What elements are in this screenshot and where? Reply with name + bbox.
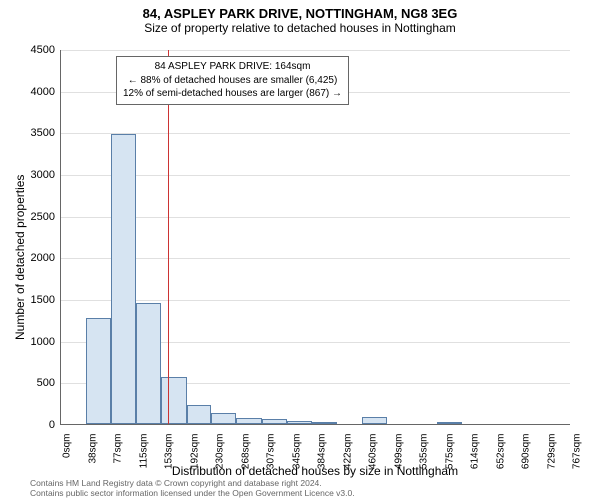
histogram-bar: [312, 422, 337, 424]
y-tick-label: 0: [49, 419, 61, 431]
histogram-bar: [236, 418, 262, 424]
gridline: [61, 175, 570, 176]
annotation-line: 84 ASPLEY PARK DRIVE: 164sqm: [123, 60, 342, 74]
gridline: [61, 133, 570, 134]
y-tick-label: 1500: [31, 294, 61, 306]
x-tick-label: 0sqm: [58, 434, 73, 458]
page-subtitle: Size of property relative to detached ho…: [0, 21, 600, 35]
histogram-bar: [437, 422, 463, 424]
y-tick-label: 500: [37, 377, 61, 389]
x-tick-label: 38sqm: [83, 434, 98, 464]
histogram-bar: [211, 413, 236, 424]
y-tick-label: 3000: [31, 169, 61, 181]
histogram-bar: [136, 303, 161, 424]
histogram-bar: [187, 405, 212, 424]
histogram-bar: [362, 417, 388, 425]
y-axis-label: Number of detached properties: [13, 175, 27, 340]
gridline: [61, 300, 570, 301]
histogram-bar: [86, 318, 112, 424]
histogram-bar: [287, 421, 313, 424]
reference-line: [168, 50, 169, 424]
footer-line-1: Contains HM Land Registry data © Crown c…: [30, 478, 355, 488]
histogram-chart: 0500100015002000250030003500400045000sqm…: [60, 50, 570, 425]
gridline: [61, 217, 570, 218]
annotation-box: 84 ASPLEY PARK DRIVE: 164sqm← 88% of det…: [116, 56, 349, 105]
histogram-bar: [262, 419, 287, 424]
x-tick-label: 77sqm: [109, 434, 124, 464]
page-title: 84, ASPLEY PARK DRIVE, NOTTINGHAM, NG8 3…: [0, 6, 600, 21]
y-tick-label: 1000: [31, 336, 61, 348]
y-tick-label: 4000: [31, 86, 61, 98]
annotation-line: ← 88% of detached houses are smaller (6,…: [123, 74, 342, 88]
y-tick-label: 2500: [31, 211, 61, 223]
annotation-line: 12% of semi-detached houses are larger (…: [123, 87, 342, 101]
histogram-bar: [161, 377, 187, 425]
y-tick-label: 3500: [31, 127, 61, 139]
attribution-footer: Contains HM Land Registry data © Crown c…: [30, 478, 355, 498]
x-axis-label: Distribution of detached houses by size …: [60, 464, 570, 478]
footer-line-2: Contains public sector information licen…: [30, 488, 355, 498]
gridline: [61, 258, 570, 259]
y-tick-label: 2000: [31, 252, 61, 264]
y-tick-label: 4500: [31, 44, 61, 56]
gridline: [61, 50, 570, 51]
histogram-bar: [111, 134, 136, 424]
